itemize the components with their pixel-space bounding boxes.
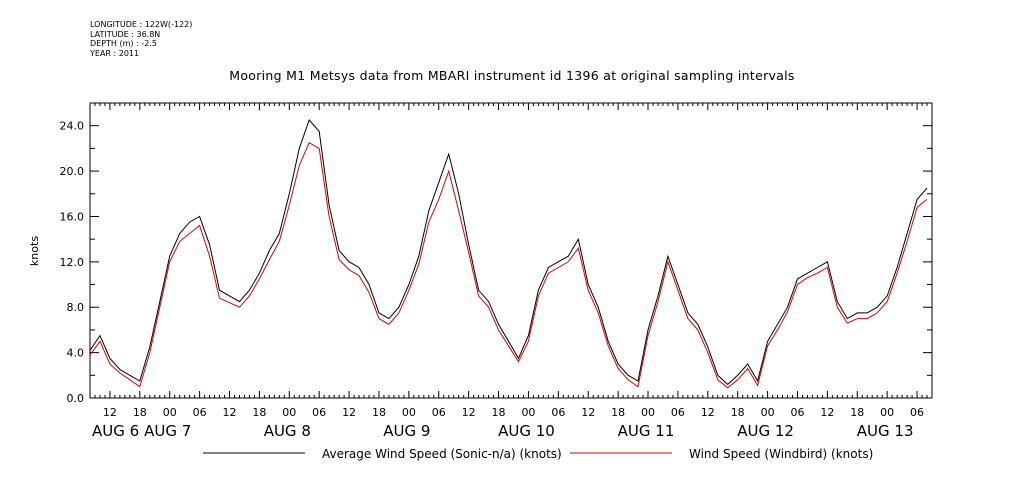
series-lines (89, 119, 928, 389)
chart-title: Mooring M1 Metsys data from MBARI instru… (229, 68, 795, 83)
x-tick-label: 06 (671, 406, 685, 419)
series-average-wind-line (89, 119, 928, 386)
x-date-label: AUG 7 (144, 422, 191, 440)
x-date-label: AUG 13 (857, 422, 914, 440)
x-tick-label: 00 (163, 406, 177, 419)
x-date-label: AUG 9 (383, 422, 430, 440)
y-tick-label: 24.0 (60, 120, 85, 133)
x-date-label: AUG 11 (618, 422, 675, 440)
x-tick-label: 00 (521, 406, 535, 419)
y-axis-label: knots (28, 236, 41, 266)
x-tick-label: 06 (193, 406, 207, 419)
x-date-label: AUG 12 (737, 422, 794, 440)
x-tick-label: 12 (223, 406, 237, 419)
x-tick-label: 18 (252, 406, 266, 419)
x-tick-label: 12 (462, 406, 476, 419)
x-tick-label: 12 (342, 406, 356, 419)
x-tick-label: 00 (761, 406, 775, 419)
x-tick-label: 00 (402, 406, 416, 419)
x-tick-label: 06 (551, 406, 565, 419)
x-tick-label: 00 (880, 406, 894, 419)
y-tick-label: 8.0 (67, 301, 85, 314)
x-tick-label: 12 (820, 406, 834, 419)
depth-text: DEPTH (m) : -2.5 (90, 39, 157, 48)
legend: Average Wind Speed (Sonic-n/a) (knots) W… (203, 447, 873, 461)
x-tick-label: 18 (850, 406, 864, 419)
axis-ticks: 12 18 00 06 12 18 00 06 12 18 00 06 12 18 00 06 12 18 00 06… (60, 102, 933, 440)
longitude-text: LONGITUDE : 122W(-122) (90, 20, 193, 29)
x-tick-label: 12 (581, 406, 595, 419)
y-tick-label: 4.0 (67, 347, 85, 360)
x-tick-label: 12 (701, 406, 715, 419)
metadata-block: LONGITUDE : 122W(-122) LATITUDE : 36.8N … (90, 20, 192, 58)
x-tick-label: 12 (103, 406, 117, 419)
x-date-label: AUG 6 (92, 422, 139, 440)
x-tick-label: 18 (133, 406, 147, 419)
legend-label-average: Average Wind Speed (Sonic-n/a) (knots) (322, 447, 562, 461)
y-tick-label: 16.0 (60, 210, 85, 223)
x-tick-label: 00 (282, 406, 296, 419)
x-date-label: AUG 10 (498, 422, 555, 440)
x-tick-label: 18 (372, 406, 386, 419)
x-tick-label: 18 (492, 406, 506, 419)
x-tick-label: 00 (641, 406, 655, 419)
plot-frame (89, 102, 933, 399)
legend-label-windbird: Wind Speed (Windbird) (knots) (689, 447, 873, 461)
x-tick-label: 06 (432, 406, 446, 419)
series-windbird-line (89, 141, 928, 389)
y-tick-label: 20.0 (60, 165, 85, 178)
x-tick-label: 06 (790, 406, 804, 419)
x-tick-label: 06 (910, 406, 924, 419)
x-tick-label: 18 (731, 406, 745, 419)
y-tick-label: 0.0 (67, 392, 85, 405)
x-tick-label: 18 (611, 406, 625, 419)
y-tick-label: 12.0 (60, 256, 85, 269)
x-date-label: AUG 8 (264, 422, 311, 440)
year-text: YEAR : 2011 (90, 48, 140, 58)
x-tick-label: 06 (312, 406, 326, 419)
latitude-text: LATITUDE : 36.8N (90, 29, 161, 39)
